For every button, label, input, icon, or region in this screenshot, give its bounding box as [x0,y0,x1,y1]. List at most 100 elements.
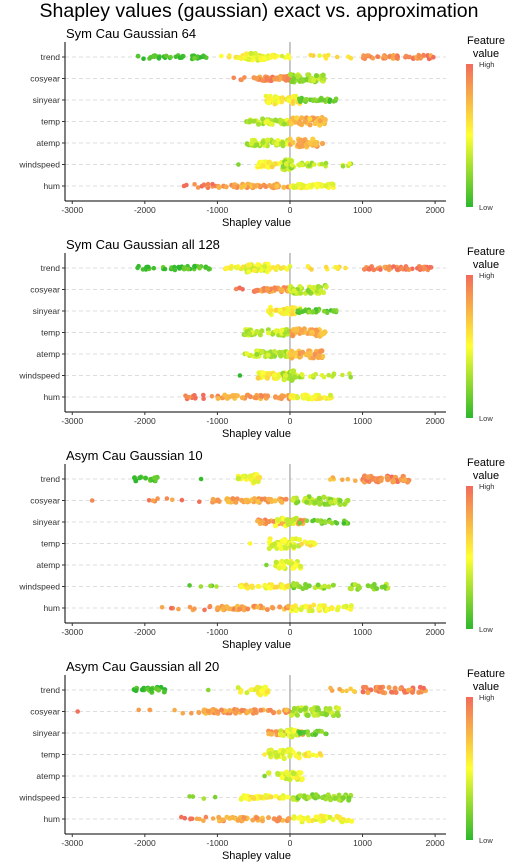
data-point [317,751,323,756]
data-point [383,55,388,60]
data-point [319,331,326,337]
data-point [298,563,304,569]
data-point [272,498,278,504]
data-point [291,705,297,712]
data-point [274,584,280,590]
data-point [227,708,233,713]
data-point [371,267,377,272]
data-point [297,290,304,296]
data-point [224,265,229,271]
y-tick-label: hum [43,392,60,402]
data-point [264,118,270,124]
data-point [262,752,267,757]
data-point [210,496,216,502]
data-point [311,284,317,291]
x-axis-title: Shapley value [222,217,291,229]
data-point [253,288,260,294]
data-point [287,55,292,61]
data-point [298,770,304,776]
data-point [289,377,295,383]
data-point [276,709,282,715]
data-point [152,54,157,60]
points-layer [89,472,412,614]
y-tick-label: trend [41,52,61,62]
data-point [348,686,353,692]
data-point [370,56,376,61]
data-point [240,287,245,292]
data-point [305,264,311,269]
data-point [306,583,312,589]
y-tick-label: temp [41,117,60,127]
data-point [250,817,256,823]
data-point [235,817,241,823]
data-point [306,751,312,756]
data-point [314,753,320,758]
data-point [201,396,206,401]
data-point [239,77,244,83]
data-point [276,817,281,823]
y-tick-label: atemp [36,560,60,570]
data-point [321,494,327,500]
data-point [219,707,224,713]
data-point [275,541,281,548]
data-point [290,497,296,503]
data-point [307,116,313,122]
data-point [313,792,319,798]
data-point [268,307,274,313]
data-point [216,814,222,820]
data-point [297,707,304,714]
data-point [136,707,141,713]
data-point [296,537,303,543]
y-tick-label: hum [43,603,60,613]
data-point [139,687,145,693]
data-point [220,605,226,611]
data-point [326,584,332,590]
data-point [235,685,241,691]
data-point [275,770,281,777]
data-point [257,332,263,338]
data-point [304,518,310,523]
data-point [164,53,169,59]
data-point [401,477,407,483]
legend-title: Feature [467,246,505,258]
data-point [304,712,310,718]
data-point [245,606,251,612]
data-point [306,794,312,800]
data-point [347,371,352,376]
data-point [327,519,332,524]
legend-low-label: Low [479,836,493,845]
x-tick-label: 1000 [353,205,372,215]
data-point [274,183,280,189]
data-point [349,818,355,824]
data-point [306,309,312,314]
data-point [205,708,211,714]
data-point [287,71,293,78]
legend-colorbar [466,486,473,629]
data-point [264,607,270,613]
data-point [280,795,286,801]
data-point [385,476,391,483]
y-tick-label: temp [41,328,60,338]
data-point [243,795,249,801]
data-point [336,705,342,712]
data-point [164,496,170,501]
data-point [312,500,318,506]
data-point [148,55,153,60]
data-point [348,603,354,609]
legend-high-label: High [479,271,494,280]
data-point [291,815,297,821]
y-tick-label: windspeed [18,582,60,592]
data-point [302,706,308,712]
data-point [273,98,278,104]
data-point [268,121,274,127]
data-point [269,164,275,170]
data-point [192,263,197,269]
data-point [298,121,304,127]
data-point [259,496,265,502]
x-tick-label: 0 [288,416,293,426]
data-point [328,499,334,505]
data-point [307,539,313,545]
points-layer [135,50,436,191]
data-point [299,78,305,84]
